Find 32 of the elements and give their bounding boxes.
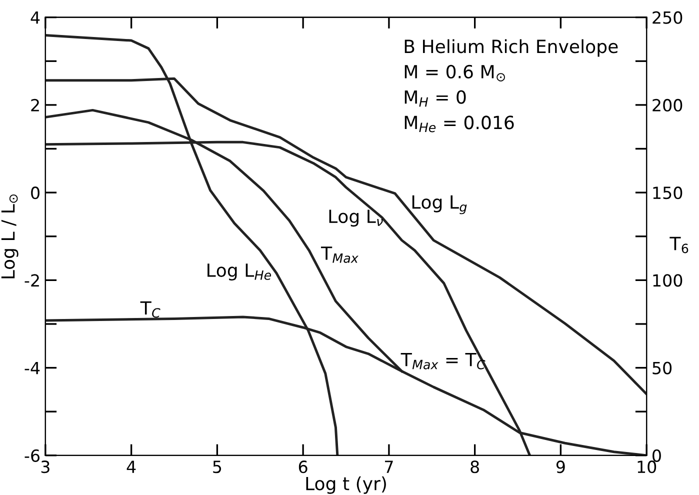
y-tick-label: -2: [24, 274, 39, 286]
y-tick-label: -6: [24, 449, 40, 462]
x-tick-label: 5: [213, 460, 222, 474]
y2-tick-label: 200: [652, 98, 682, 112]
annotation: M$_{H}$ = 0: [404, 90, 466, 107]
y2-tick-label: 50: [652, 362, 672, 374]
x-tick-label: 3: [41, 460, 50, 474]
x-tick-label: 4: [126, 460, 136, 473]
x-tick-label: 7: [385, 460, 393, 473]
y2-axis-title: T$_{6}$: [670, 236, 688, 254]
x-tick-label: 10: [638, 460, 656, 474]
annotation: T$_{Max}$: [320, 246, 358, 263]
annotation: Log L$_{g}$: [412, 195, 467, 214]
y-tick-label: 2: [31, 98, 39, 112]
annotation: M = 0.6 M$_{⊙}$: [404, 64, 505, 82]
annotation: T$_{C}$: [140, 301, 160, 318]
y2-tick-label: 0: [652, 449, 661, 462]
y-axis-title: Log L / L$_{⊙}$: [1, 194, 18, 278]
y-tick-label: 0: [31, 186, 40, 200]
annotation: Log L$_{ν}$: [329, 210, 383, 227]
annotation: M$_{He}$ = 0.016: [404, 116, 514, 132]
y2-tick-label: 100: [653, 274, 682, 287]
x-axis-title: Log t (yr): [306, 476, 386, 494]
y-tick-label: -4: [24, 362, 40, 374]
y2-tick-label: 150: [653, 186, 682, 200]
annotation: B Helium Rich Envelope: [404, 39, 618, 57]
y-tick-label: 4: [30, 12, 40, 24]
x-tick-label: 6: [298, 460, 308, 474]
x-tick-label: 9: [556, 460, 565, 474]
y2-tick-label: 250: [652, 11, 682, 24]
x-tick-label: 8: [470, 460, 479, 474]
annotation: Log L$_{He}$: [208, 264, 272, 281]
